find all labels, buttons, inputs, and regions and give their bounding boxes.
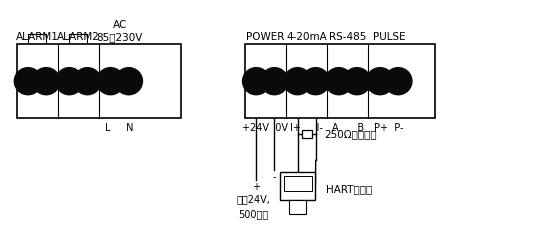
Ellipse shape xyxy=(115,68,142,95)
Bar xyxy=(245,44,434,118)
Ellipse shape xyxy=(14,68,42,95)
Text: POWER: POWER xyxy=(246,32,284,42)
Bar xyxy=(301,130,312,138)
Ellipse shape xyxy=(384,68,412,95)
Text: +: + xyxy=(252,182,260,192)
Text: P+  P-: P+ P- xyxy=(375,123,404,133)
Text: AC
85～230V: AC 85～230V xyxy=(96,20,143,42)
Ellipse shape xyxy=(74,68,101,95)
Text: I+     I-: I+ I- xyxy=(290,123,323,133)
Text: 4-20mA: 4-20mA xyxy=(286,32,327,42)
Text: L     N: L N xyxy=(106,123,134,133)
Text: HART手操器: HART手操器 xyxy=(327,184,373,194)
Text: A      B: A B xyxy=(332,123,364,133)
Ellipse shape xyxy=(97,68,124,95)
Text: PULSE: PULSE xyxy=(373,32,405,42)
Ellipse shape xyxy=(284,68,311,95)
Text: 250Ω采样电阵: 250Ω采样电阵 xyxy=(324,129,377,139)
Ellipse shape xyxy=(32,68,60,95)
Bar xyxy=(284,176,312,191)
Bar xyxy=(280,172,316,200)
Ellipse shape xyxy=(325,68,353,95)
Text: ALARM1: ALARM1 xyxy=(16,32,58,42)
Ellipse shape xyxy=(343,68,371,95)
Text: -: - xyxy=(273,172,276,182)
Text: RS-485: RS-485 xyxy=(329,32,366,42)
Ellipse shape xyxy=(366,68,394,95)
Ellipse shape xyxy=(261,68,288,95)
Text: 直流24V,: 直流24V, xyxy=(236,194,271,204)
Ellipse shape xyxy=(243,68,270,95)
Text: 500毫安: 500毫安 xyxy=(239,209,269,219)
Bar xyxy=(289,200,306,214)
Ellipse shape xyxy=(302,68,329,95)
Bar xyxy=(16,44,182,118)
Ellipse shape xyxy=(56,68,83,95)
Text: +24V  0V: +24V 0V xyxy=(243,123,288,133)
Text: ALARM2: ALARM2 xyxy=(57,32,100,42)
